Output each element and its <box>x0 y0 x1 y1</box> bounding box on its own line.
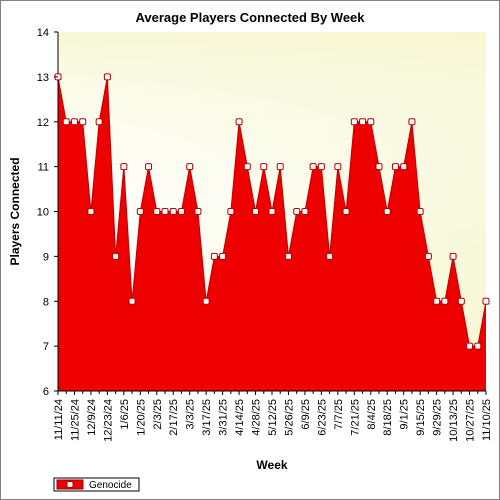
data-point <box>268 208 276 215</box>
x-tick-label: 4/28/25 <box>251 399 263 436</box>
x-tick-label: 9/29/25 <box>432 399 444 436</box>
data-point <box>235 118 243 126</box>
x-tick-label: 7/21/25 <box>349 399 361 436</box>
data-point <box>424 252 432 260</box>
data-point <box>317 163 325 171</box>
x-tick-label: 12/23/24 <box>102 399 114 442</box>
x-tick-label: 4/14/25 <box>234 399 246 436</box>
data-point <box>186 163 194 171</box>
x-tick-label: 1/20/25 <box>135 399 147 436</box>
x-tick-label: 3/17/25 <box>201 399 213 436</box>
data-point <box>342 208 350 215</box>
legend: Genocide <box>53 477 140 492</box>
x-tick-label: 10/27/25 <box>465 399 477 442</box>
data-point <box>433 297 441 305</box>
x-tick-label: 2/17/25 <box>168 399 180 436</box>
data-point <box>367 118 375 126</box>
data-point <box>145 163 153 171</box>
x-tick-label: 8/4/25 <box>366 399 378 430</box>
y-axis-ticks: 6 7 8 9 10 11 12 13 14 <box>37 27 58 398</box>
y-tick-label: 13 <box>37 72 49 84</box>
x-tick-label: 3/3/25 <box>185 399 197 430</box>
y-tick-label: 6 <box>43 386 49 398</box>
data-point <box>169 208 177 215</box>
data-point <box>243 163 251 171</box>
data-point <box>482 297 490 305</box>
data-point <box>408 118 416 126</box>
data-point <box>252 208 260 215</box>
x-tick-label: 10/13/25 <box>448 399 460 442</box>
data-point <box>177 208 185 215</box>
data-point <box>400 163 408 171</box>
data-point <box>227 208 235 215</box>
data-point <box>202 297 210 305</box>
x-tick-label: 12/9/24 <box>86 399 98 436</box>
data-point <box>210 252 218 260</box>
x-axis-title: Week <box>256 458 287 472</box>
data-point <box>391 163 399 171</box>
data-point <box>136 208 144 215</box>
data-point <box>153 208 161 215</box>
y-tick-label: 12 <box>37 117 49 129</box>
data-point <box>284 252 292 260</box>
y-tick-label: 10 <box>37 207 49 219</box>
data-point <box>79 118 87 126</box>
data-point <box>350 118 358 126</box>
data-point <box>474 342 482 350</box>
x-tick-label: 7/7/25 <box>333 399 345 430</box>
data-point <box>70 118 78 126</box>
x-axis-ticks: 11/11/24 11/25/24 12/9/24 12/23/24 1/6/25 1/2… <box>53 391 493 442</box>
legend-label: Genocide <box>89 480 132 491</box>
y-tick-label: 11 <box>38 162 49 174</box>
x-tick-label: 8/18/25 <box>382 399 394 436</box>
data-point <box>416 208 424 215</box>
data-point <box>112 252 120 260</box>
data-point <box>359 118 367 126</box>
data-point <box>87 208 95 215</box>
legend-marker <box>66 481 74 488</box>
data-point <box>326 252 334 260</box>
data-point <box>194 208 202 215</box>
x-tick-label: 3/31/25 <box>218 399 230 436</box>
series-area <box>58 76 486 391</box>
x-tick-label: 11/10/25 <box>481 399 493 441</box>
y-tick-label: 8 <box>43 296 49 308</box>
data-point <box>103 73 111 81</box>
data-point <box>466 342 474 350</box>
data-point <box>375 163 383 171</box>
data-point <box>334 163 342 171</box>
data-point <box>457 297 465 305</box>
data-point <box>301 208 309 215</box>
data-point <box>309 163 317 171</box>
x-tick-label: 6/9/25 <box>300 399 312 430</box>
series-markers <box>54 73 490 350</box>
x-tick-label: 9/15/25 <box>415 399 427 436</box>
data-point <box>260 163 268 171</box>
x-tick-label: 5/12/25 <box>267 399 279 436</box>
x-tick-label: 11/25/24 <box>69 399 81 441</box>
y-tick-label: 7 <box>43 341 49 353</box>
x-tick-label: 9/1/25 <box>399 399 411 430</box>
data-point <box>383 208 391 215</box>
data-point <box>128 297 136 305</box>
data-point <box>441 297 449 305</box>
x-tick-label: 1/6/25 <box>119 399 131 430</box>
x-tick-label: 11/11/24 <box>53 399 65 440</box>
x-tick-label: 2/3/25 <box>152 399 164 430</box>
y-axis-title: Players Connected <box>8 157 22 265</box>
y-tick-label: 14 <box>37 27 49 39</box>
data-point <box>95 118 103 126</box>
chart-title: Average Players Connected By Week <box>135 10 365 25</box>
x-tick-label: 5/26/25 <box>283 399 295 436</box>
y-tick-label: 9 <box>43 251 49 263</box>
data-point <box>62 118 70 126</box>
data-point <box>276 163 284 171</box>
data-point <box>293 208 301 215</box>
data-point <box>161 208 169 215</box>
x-tick-label: 6/23/25 <box>316 399 328 436</box>
data-point <box>120 163 128 171</box>
data-point <box>219 252 227 260</box>
data-point <box>449 252 457 260</box>
